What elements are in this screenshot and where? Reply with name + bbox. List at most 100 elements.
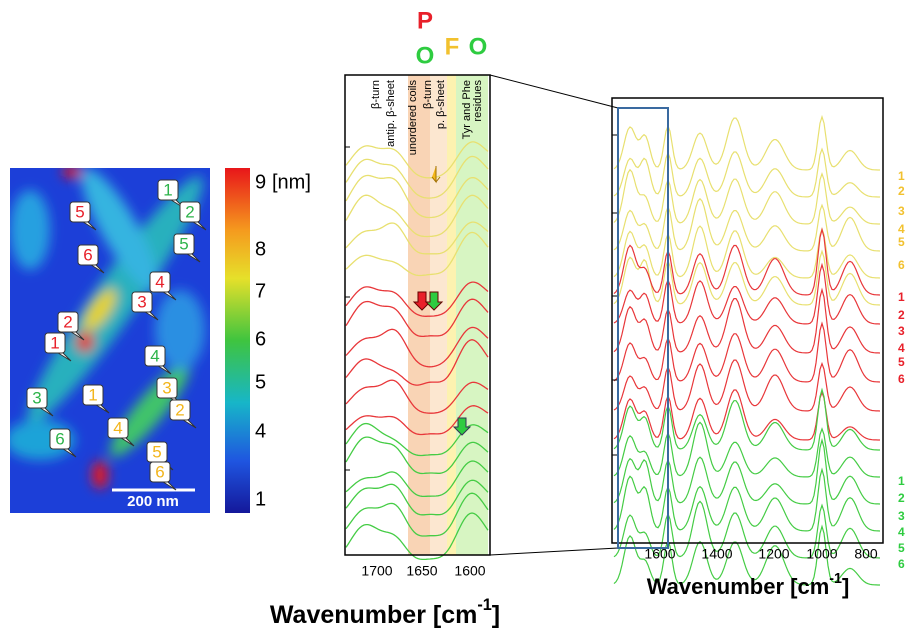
- axis-label-sup: -1: [477, 596, 491, 614]
- spectrum: [613, 225, 881, 279]
- marker-label: 1: [163, 180, 172, 199]
- marker-box: [149, 461, 171, 483]
- spectrum: [345, 339, 489, 386]
- axis-label-tail: ]: [842, 574, 849, 599]
- band: [447, 75, 456, 555]
- marker-box: [69, 201, 91, 223]
- marker: 6: [49, 428, 77, 458]
- group-label: O: [416, 42, 435, 69]
- x-tick-label: 1600: [454, 563, 485, 579]
- x-tick-label: 1200: [758, 546, 789, 562]
- spectrum: [345, 194, 489, 238]
- frame: [344, 74, 491, 556]
- spectrum: [345, 231, 489, 277]
- marker-box: [149, 271, 171, 293]
- trace-label: 2: [898, 184, 905, 198]
- trace-label: 3: [898, 324, 905, 338]
- marker-label: 1: [50, 333, 59, 352]
- marker-box: [157, 179, 179, 201]
- colorbar-label: 5: [255, 371, 266, 393]
- trace-label: 2: [898, 308, 905, 322]
- spectrum: [345, 379, 489, 414]
- colorbar-label: 9: [255, 171, 266, 193]
- marker-label: 6: [83, 245, 92, 264]
- spectrum: [345, 492, 489, 537]
- marker: 2: [179, 201, 207, 231]
- trace-label: 4: [898, 341, 905, 355]
- marker-label: 3: [32, 388, 41, 407]
- trace-label: 2: [898, 491, 905, 505]
- marker: 5: [173, 233, 201, 263]
- scale-bar-label: 200 nm: [127, 493, 179, 510]
- band-label: antip. β-sheet: [385, 80, 397, 147]
- colorbar: [225, 168, 250, 513]
- x-tick-label: 1600: [644, 546, 675, 562]
- marker-label: 2: [63, 312, 72, 331]
- marker-label: 5: [179, 234, 188, 253]
- colorbar-label: 8: [255, 238, 266, 260]
- marker-box: [169, 399, 191, 421]
- arrow: [424, 291, 444, 311]
- tick: [345, 146, 350, 471]
- marker-box: [173, 233, 195, 255]
- colorbar-label: 1: [255, 488, 266, 510]
- x-tick-label: 1650: [406, 563, 437, 579]
- spectrum: [613, 249, 881, 306]
- connector: [489, 547, 619, 556]
- spectrum: [613, 147, 880, 198]
- trace-label: 5: [898, 541, 905, 555]
- marker-label: 6: [155, 462, 164, 481]
- spectrum: [613, 197, 881, 252]
- trace-label: 6: [898, 258, 905, 272]
- axis-label-text: Wavenumber [cm: [270, 601, 477, 629]
- marker: 2: [169, 399, 197, 429]
- marker-label: 4: [155, 272, 164, 291]
- axis-label: Wavenumber [cm-1]: [647, 571, 850, 599]
- marker-label: 6: [55, 429, 64, 448]
- trace-label: 4: [898, 222, 905, 236]
- spectrum: [613, 421, 880, 478]
- spectrum: [613, 262, 881, 325]
- spectrum: [613, 168, 880, 225]
- marker-label: 2: [175, 400, 184, 419]
- marker: 4: [107, 417, 135, 447]
- band-label: β-turn: [422, 80, 434, 109]
- marker: 1: [44, 332, 72, 362]
- group-label: O: [469, 33, 488, 60]
- spectrum: [613, 321, 881, 383]
- spectrum: [613, 114, 880, 171]
- marker: 1: [82, 384, 110, 414]
- x-tick-label: 1400: [701, 546, 732, 562]
- marker-box: [144, 345, 166, 367]
- band-label: residues: [472, 80, 484, 122]
- band-label: β-turn: [370, 80, 382, 109]
- marker: 4: [149, 271, 177, 301]
- trace-label: 6: [898, 557, 905, 571]
- marker-box: [26, 387, 48, 409]
- spectrum: [345, 221, 489, 255]
- spectrum: [345, 174, 489, 219]
- spectrum: [345, 141, 489, 179]
- axis-label: Wavenumber [cm-1]: [270, 596, 500, 628]
- marker-box: [49, 428, 71, 450]
- arrow: [412, 291, 432, 311]
- marker-box: [107, 417, 129, 439]
- x-tick-label: 1000: [806, 546, 837, 562]
- spectrum: [613, 389, 880, 441]
- spectrum: [345, 298, 489, 338]
- marker-label: 5: [75, 202, 84, 221]
- axis-label-sup: -1: [829, 571, 842, 587]
- spectrum: [345, 512, 489, 561]
- spectrum: [613, 287, 881, 354]
- group-label: F: [445, 33, 460, 60]
- colorbar-label: 4: [255, 420, 266, 442]
- spectrum: [613, 467, 881, 532]
- band: [456, 75, 488, 555]
- trace-label: 3: [898, 204, 905, 218]
- marker-label: 1: [88, 385, 97, 404]
- marker-label: 3: [137, 292, 146, 311]
- arrow: [431, 166, 441, 184]
- frame: [611, 97, 884, 544]
- axis-label-text: Wavenumber [cm: [647, 574, 830, 599]
